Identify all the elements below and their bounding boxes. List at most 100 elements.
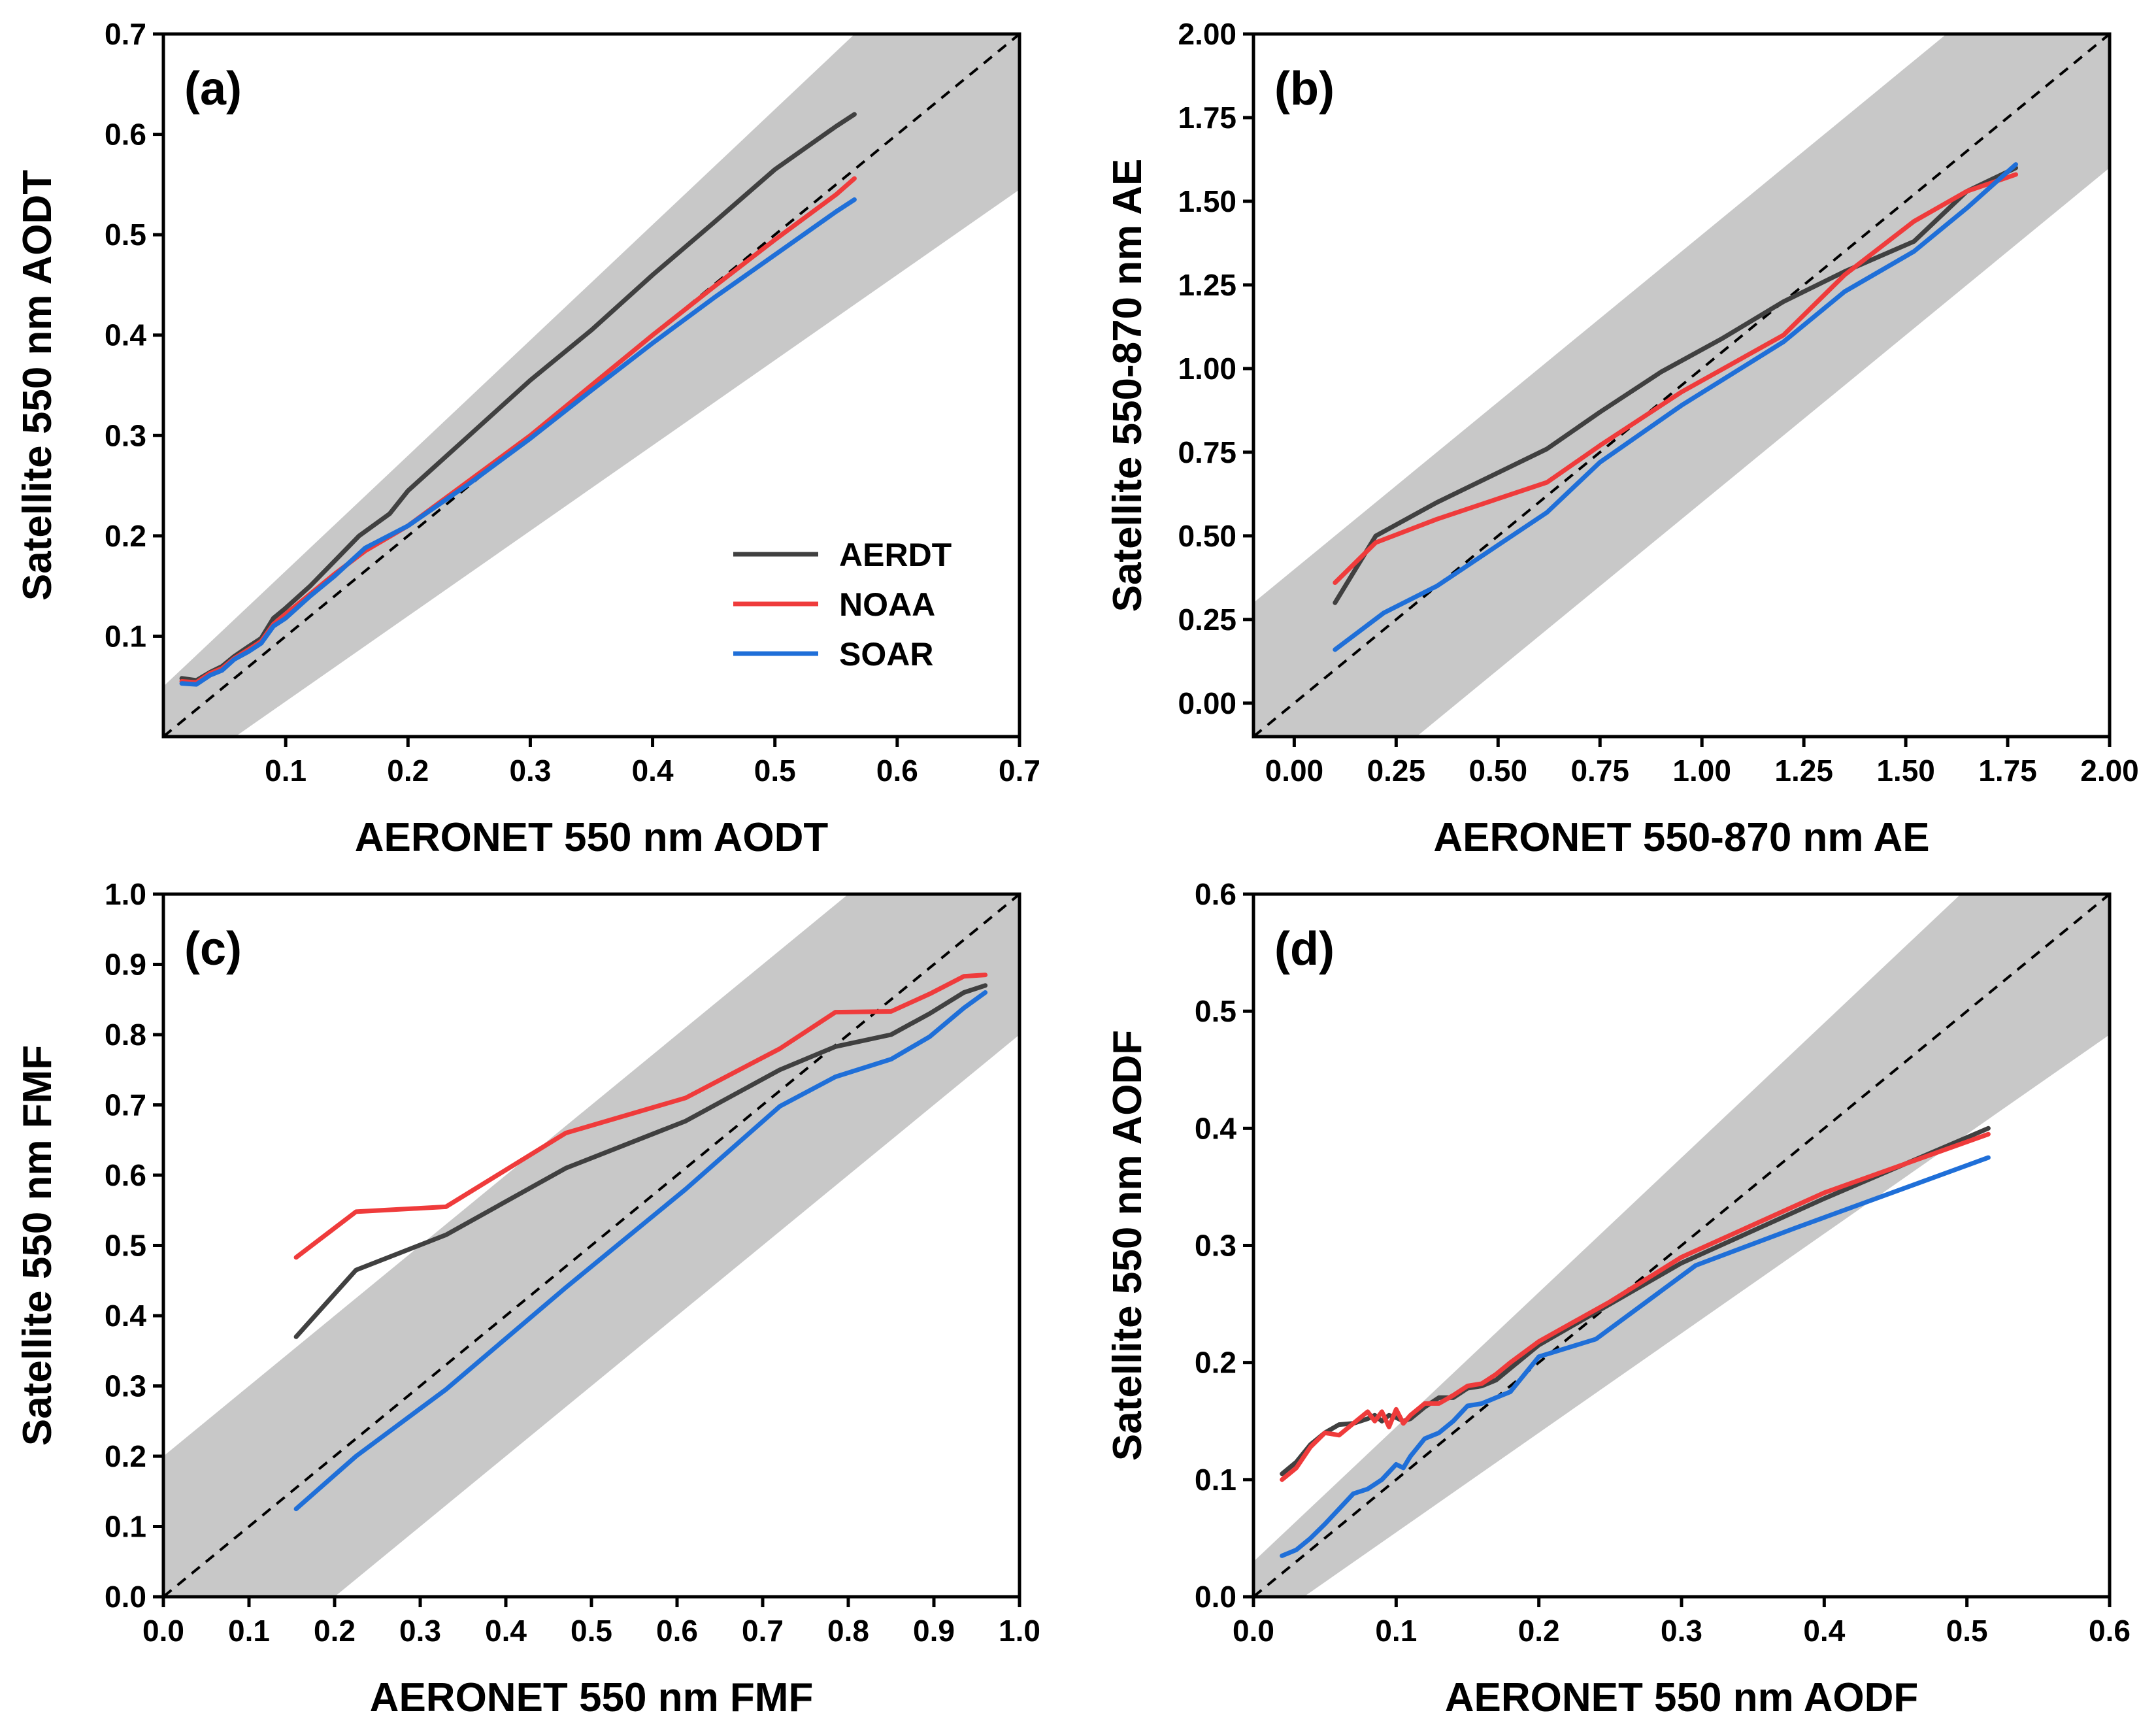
- y-tick-label: 0.0: [105, 1580, 146, 1614]
- x-axis-title: AERONET 550 nm AODT: [355, 815, 829, 860]
- y-tick-label: 0.2: [105, 519, 146, 553]
- series-line-aerdt: [1280, 1125, 1991, 1476]
- panel-b: 0.00 0.25 0.50 0.75 1.00 1.25 1.50 1.75 2.00 0.00…: [1105, 17, 2139, 860]
- x-tick-label: 2.00: [2080, 754, 2139, 788]
- y-tick-label: 0.1: [105, 619, 146, 653]
- y-tick-label: 0.5: [105, 218, 146, 252]
- x-axis-title: AERONET 550 nm FMF: [370, 1675, 814, 1720]
- y-tick-label: 0.50: [1178, 519, 1236, 553]
- x-axis-title: AERONET 550-870 nm AE: [1433, 815, 1929, 860]
- series-line-aerdt: [293, 983, 988, 1339]
- y-tick-label: 0.2: [105, 1439, 146, 1473]
- panel-label: (a): [184, 63, 242, 115]
- expected-error-envelope: [1253, 894, 2110, 1597]
- plot-area: [163, 894, 1020, 1597]
- x-tick-label: 0.5: [571, 1614, 612, 1648]
- y-tick-label: 0.4: [105, 1299, 146, 1333]
- series-line-noaa: [293, 973, 988, 1260]
- x-tick-label: 0.9: [913, 1614, 955, 1648]
- x-tick-label: 0.0: [142, 1614, 184, 1648]
- x-tick-label: 1.75: [1978, 754, 2037, 788]
- x-tick-label: 0.4: [632, 754, 674, 788]
- x-tick-label: 0.8: [827, 1614, 869, 1648]
- series-line-soar: [1333, 162, 2018, 652]
- x-tick-label: 0.1: [265, 754, 307, 788]
- plot-frame: [1252, 32, 2112, 739]
- x-tick-label: 0.5: [1946, 1614, 1988, 1648]
- y-tick-label: 0.7: [105, 17, 146, 51]
- one-to-one-line: [163, 894, 1020, 1597]
- y-tick-label: 0.25: [1178, 603, 1236, 637]
- x-tick-label: 0.7: [742, 1614, 784, 1648]
- y-tick-label: 1.0: [105, 877, 146, 911]
- x-tick-label: 0.4: [1803, 1614, 1845, 1648]
- y-tick-label: 1.25: [1178, 268, 1236, 302]
- y-tick-label: 0.75: [1178, 435, 1236, 469]
- x-tick-label: 0.75: [1570, 754, 1629, 788]
- legend-label-aerdt: AERDT: [839, 537, 952, 573]
- y-axis-title: Satellite 550 nm AODT: [15, 170, 60, 601]
- x-tick-label: 0.4: [485, 1614, 527, 1648]
- y-tick-label: 0.3: [1195, 1229, 1236, 1263]
- x-tick-label: 0.5: [754, 754, 796, 788]
- y-tick-label: 0.00: [1178, 686, 1236, 720]
- x-tick-label: 1.50: [1876, 754, 1935, 788]
- x-tick-label: 0.3: [1661, 1614, 1702, 1648]
- x-tick-label: 0.3: [399, 1614, 441, 1648]
- x-tick-label: 0.3: [509, 754, 551, 788]
- plot-area: [163, 34, 1020, 737]
- y-tick-label: 0.5: [105, 1229, 146, 1263]
- x-tick-label: 0.50: [1469, 754, 1528, 788]
- y-tick-label: 0.4: [1195, 1111, 1236, 1145]
- expected-error-envelope: [1253, 34, 2110, 737]
- x-tick-label: 1.0: [999, 1614, 1040, 1648]
- panel-label: (c): [184, 923, 242, 975]
- series-line-noaa: [1280, 1131, 1991, 1482]
- x-tick-label: 0.0: [1233, 1614, 1274, 1648]
- x-tick-label: 0.1: [1375, 1614, 1417, 1648]
- x-tick-label: 0.1: [228, 1614, 270, 1648]
- y-tick-label: 1.00: [1178, 352, 1236, 386]
- series-line-noaa: [1333, 172, 2018, 585]
- y-tick-label: 0.1: [1195, 1463, 1236, 1497]
- panel-label: (d): [1274, 923, 1335, 975]
- y-axis-title: Satellite 550 nm AODF: [1105, 1030, 1150, 1461]
- y-axis-title: Satellite 550 nm FMF: [15, 1045, 60, 1446]
- y-tick-label: 1.75: [1178, 101, 1236, 135]
- y-tick-label: 0.9: [105, 948, 146, 982]
- x-tick-label: 0.7: [999, 754, 1040, 788]
- x-tick-label: 0.2: [1518, 1614, 1560, 1648]
- y-tick-label: 0.2: [1195, 1346, 1236, 1380]
- series-line-soar: [179, 197, 857, 687]
- y-tick-label: 0.6: [105, 118, 146, 152]
- panel-d: 0.0 0.1 0.2 0.3 0.4 0.5 0.6 0.0 0.1 0.2 0.3 0.4 0.5 0…: [1105, 877, 2131, 1720]
- x-tick-label: 0.2: [314, 1614, 356, 1648]
- one-to-one-line: [1253, 894, 2110, 1597]
- plot-area: [1253, 34, 2110, 737]
- y-tick-label: 0.3: [105, 418, 146, 452]
- x-tick-label: 0.25: [1367, 754, 1426, 788]
- y-tick-label: 0.6: [105, 1158, 146, 1192]
- x-tick-label: 1.00: [1672, 754, 1731, 788]
- panel-c: 0.0 0.1 0.2 0.3 0.4 0.5 0.6 0.7 0.8 0.9 1.0 0.0 0.1 0…: [15, 877, 1040, 1720]
- x-tick-label: 1.25: [1774, 754, 1833, 788]
- y-tick-label: 1.50: [1178, 184, 1236, 218]
- series-line-soar: [293, 990, 988, 1512]
- y-tick-label: 0.3: [105, 1369, 146, 1403]
- panel-label: (b): [1274, 63, 1335, 115]
- series-line-soar: [1280, 1155, 1991, 1558]
- x-tick-label: 0.6: [656, 1614, 698, 1648]
- legend-label-soar: SOAR: [839, 636, 933, 673]
- y-tick-label: 0.8: [105, 1018, 146, 1052]
- y-tick-label: 0.4: [105, 318, 146, 352]
- y-tick-label: 0.0: [1195, 1580, 1236, 1614]
- one-to-one-line: [1253, 34, 2110, 737]
- y-tick-label: 0.1: [105, 1510, 146, 1544]
- panel-a: 0.1 0.2 0.3 0.4 0.5 0.6 0.7 0.1 0.2 0.3 0.4 0.5 0.6 0…: [15, 17, 1040, 860]
- x-tick-label: 0.6: [2089, 1614, 2131, 1648]
- series-line-aerdt: [1333, 165, 2018, 605]
- y-tick-label: 2.00: [1178, 17, 1236, 51]
- x-tick-label: 0.00: [1265, 754, 1324, 788]
- x-tick-label: 0.2: [387, 754, 429, 788]
